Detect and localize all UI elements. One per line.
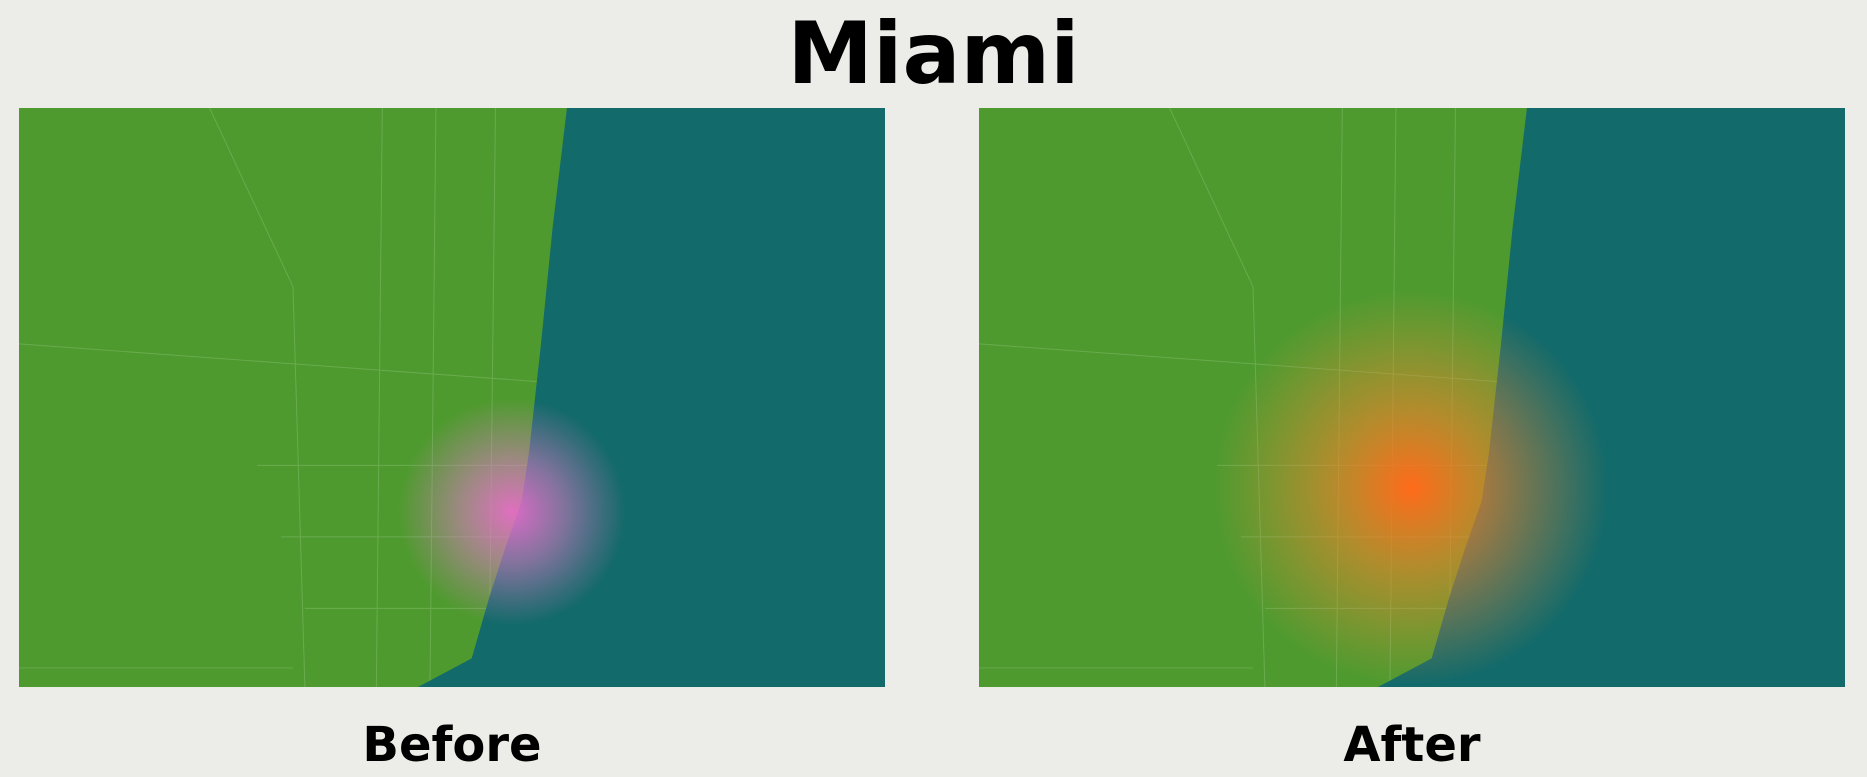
after-map — [979, 108, 1845, 687]
page-title: Miami — [787, 4, 1080, 104]
heat-glow — [398, 398, 626, 626]
heat-glow — [1214, 291, 1608, 685]
before-map — [19, 108, 885, 687]
panel-label: Before — [362, 717, 542, 773]
panel-label: After — [1343, 717, 1481, 773]
